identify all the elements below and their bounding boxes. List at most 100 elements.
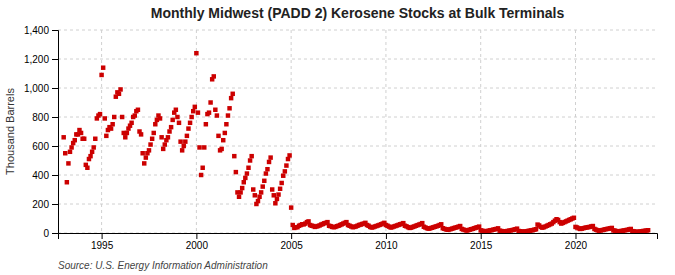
- grid-line-y: [58, 146, 657, 147]
- y-tick: 200: [32, 199, 58, 210]
- chart: 19952000200520102015202002004006008001,0…: [0, 0, 675, 275]
- grid-line-x: [575, 30, 576, 233]
- point: [278, 187, 282, 191]
- y-tick-label: 800: [32, 112, 49, 123]
- y-tick: 0: [43, 228, 58, 239]
- point: [181, 144, 185, 148]
- point: [273, 201, 277, 205]
- point: [232, 154, 236, 158]
- point: [174, 108, 178, 112]
- point: [197, 145, 201, 149]
- point: [212, 74, 216, 78]
- point: [167, 129, 171, 133]
- point: [208, 100, 212, 104]
- point: [246, 166, 250, 170]
- x-tick-mark: [102, 233, 103, 239]
- grid-line-y: [58, 204, 657, 205]
- point: [265, 167, 269, 171]
- point: [93, 137, 97, 141]
- point: [178, 139, 182, 143]
- x-axis: 1995 2000 2005 2010 2015 2020: [59, 233, 658, 251]
- point: [289, 205, 293, 209]
- point: [61, 135, 65, 139]
- y-tick: 600: [32, 141, 58, 152]
- y-tick-mark: [52, 59, 58, 60]
- point: [118, 87, 122, 91]
- point: [202, 145, 206, 149]
- y-tick-label: 400: [32, 170, 49, 181]
- point: [144, 155, 148, 159]
- point: [120, 115, 124, 119]
- point: [219, 147, 223, 151]
- point: [238, 190, 242, 194]
- point: [123, 135, 127, 139]
- grid-line-y: [58, 30, 657, 31]
- point: [245, 171, 249, 175]
- point: [153, 122, 157, 126]
- point: [646, 228, 650, 232]
- x-tick: 1995: [91, 233, 114, 251]
- point: [242, 180, 246, 184]
- point: [129, 121, 133, 125]
- point: [140, 151, 144, 155]
- x-tick-label: 2015: [470, 240, 493, 251]
- point: [439, 222, 443, 226]
- point: [213, 108, 217, 112]
- point: [73, 138, 77, 142]
- point: [166, 135, 170, 139]
- y-tick-label: 0: [43, 228, 49, 239]
- grid-line-x: [196, 30, 197, 233]
- y-tick-mark: [52, 233, 58, 234]
- point: [230, 92, 234, 96]
- x-tick-label: 2000: [186, 240, 209, 251]
- points: [61, 51, 650, 233]
- point: [199, 173, 203, 177]
- x-tick-label: 2020: [565, 240, 588, 251]
- point: [139, 132, 143, 136]
- point: [287, 153, 291, 157]
- source-note: Source: U.S. Energy Information Administ…: [58, 260, 268, 271]
- y-axis-line: [52, 31, 59, 234]
- point: [66, 161, 70, 165]
- point: [142, 161, 146, 165]
- x-axis-line: [59, 234, 658, 240]
- point: [264, 171, 268, 175]
- point: [148, 142, 152, 146]
- point: [163, 142, 167, 146]
- point: [68, 150, 72, 154]
- grid-line-x: [385, 30, 386, 233]
- point: [177, 121, 181, 125]
- y-tick-label: 1,200: [24, 54, 49, 65]
- point: [281, 173, 285, 177]
- y-tick-mark: [52, 88, 58, 89]
- y-tick-label: 600: [32, 141, 49, 152]
- point: [159, 135, 163, 139]
- point: [169, 125, 173, 129]
- point: [125, 131, 129, 135]
- point: [237, 195, 241, 199]
- point: [69, 145, 73, 149]
- y-tick: 800: [32, 112, 58, 123]
- point: [180, 148, 184, 152]
- point: [283, 169, 287, 173]
- point: [243, 176, 247, 180]
- point: [270, 187, 274, 191]
- point: [216, 134, 220, 138]
- grid: [58, 30, 657, 233]
- x-tick: 2015: [470, 233, 493, 251]
- x-tick-label: 2010: [375, 240, 398, 251]
- y-tick-mark: [52, 146, 58, 147]
- point: [158, 116, 162, 120]
- x-tick-label: 1995: [91, 240, 114, 251]
- point: [90, 150, 94, 154]
- y-tick: 1,400: [24, 25, 58, 36]
- x-tick: 2005: [281, 233, 304, 251]
- x-tick-mark: [481, 233, 482, 239]
- grid-line-y: [58, 88, 657, 89]
- point: [240, 186, 244, 190]
- point: [98, 112, 102, 116]
- grid-line-y: [58, 117, 657, 118]
- x-tick: 2020: [565, 233, 588, 251]
- point: [63, 151, 67, 155]
- point: [161, 147, 165, 151]
